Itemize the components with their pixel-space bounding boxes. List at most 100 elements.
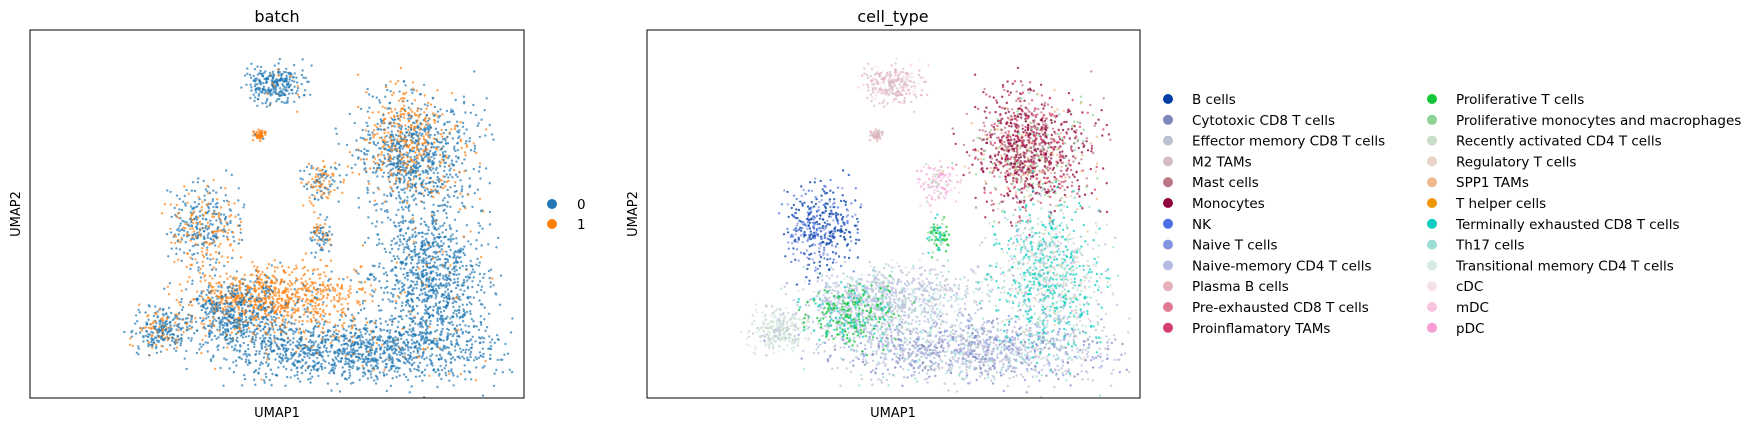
batch-point [421,265,425,268]
batch-point [319,229,322,232]
batch-point [402,100,405,103]
batch-point [448,169,451,172]
batch-point [218,330,221,333]
batch-point [408,362,411,365]
batch-point [279,283,282,286]
batch-point [413,99,417,102]
batch-point [407,358,410,361]
batch-point [389,90,392,93]
batch-point [278,294,281,297]
batch-point [383,139,386,142]
batch-point [296,93,300,96]
batch-point [267,86,270,90]
batch-point [262,337,265,340]
batch-point [204,274,207,277]
batch-point [307,286,310,289]
batch-point [406,163,409,166]
batch-point [300,181,303,184]
batch-point [386,216,390,219]
batch-point [464,324,467,327]
batch-point [304,252,308,255]
batch-point [422,342,426,345]
batch-point [477,264,481,268]
batch-point [412,128,416,131]
batch-point [196,252,199,255]
batch-point [457,157,460,160]
batch-point [412,341,416,344]
batch-point [392,255,395,258]
batch-point [187,303,191,307]
batch-point [163,287,166,290]
batch-point [364,299,367,303]
batch-point [425,133,428,136]
batch-point [341,324,344,327]
batch-point [312,348,315,352]
batch-point [383,247,386,251]
batch-point [399,152,402,155]
batch-point [257,292,261,296]
batch-point [410,279,413,283]
batch-point [267,75,270,78]
batch-point [335,357,338,361]
batch-point [318,244,321,247]
batch-point [387,178,390,181]
batch-point [289,339,292,342]
batch-point [415,347,419,350]
batch-point [306,282,309,286]
batch-point [331,366,334,369]
batch-point [342,178,346,182]
batch-point [309,311,312,315]
batch-point [354,163,357,166]
batch-point [438,114,442,118]
batch-point [224,194,227,197]
batch-point [246,72,249,75]
batch-point [260,91,264,94]
batch-point [294,319,297,322]
batch-point [260,344,264,347]
batch-point [478,261,481,264]
batch-point [238,279,242,283]
batch-point [282,347,286,350]
batch-point [341,326,345,329]
batch-point [412,177,415,181]
batch-point [458,170,461,174]
batch-point [431,160,434,163]
batch-point [287,266,290,269]
batch-point [391,359,394,363]
batch-point [342,333,345,336]
batch-point [438,317,442,320]
batch-point [264,130,267,133]
batch-point [446,258,449,261]
batch-point [269,281,272,285]
batch-point [404,139,407,143]
batch-point [368,352,371,355]
batch-point [425,126,429,129]
batch-point [457,284,460,287]
batch-point [256,104,259,108]
batch-point [265,91,268,94]
batch-point [400,337,403,340]
batch-point [354,352,357,355]
batch-point [351,340,354,343]
batch-point [342,311,345,314]
batch-point [378,99,381,102]
batch-point [255,133,258,137]
batch-point [434,150,437,153]
batch-point [415,280,419,283]
batch-point [279,87,282,90]
batch-point [400,352,404,355]
batch-point [166,285,169,288]
batch-point [340,308,343,312]
batch-point [416,265,419,269]
batch-point [421,132,424,135]
batch-point [190,224,193,227]
batch-point [296,373,299,377]
batch-point [214,261,218,264]
batch-point [283,321,286,324]
batch-point [266,331,269,335]
batch-point [269,368,273,371]
batch-point [313,361,316,364]
batch-point [312,230,315,234]
batch-point [324,289,328,292]
batch-point [399,309,403,313]
